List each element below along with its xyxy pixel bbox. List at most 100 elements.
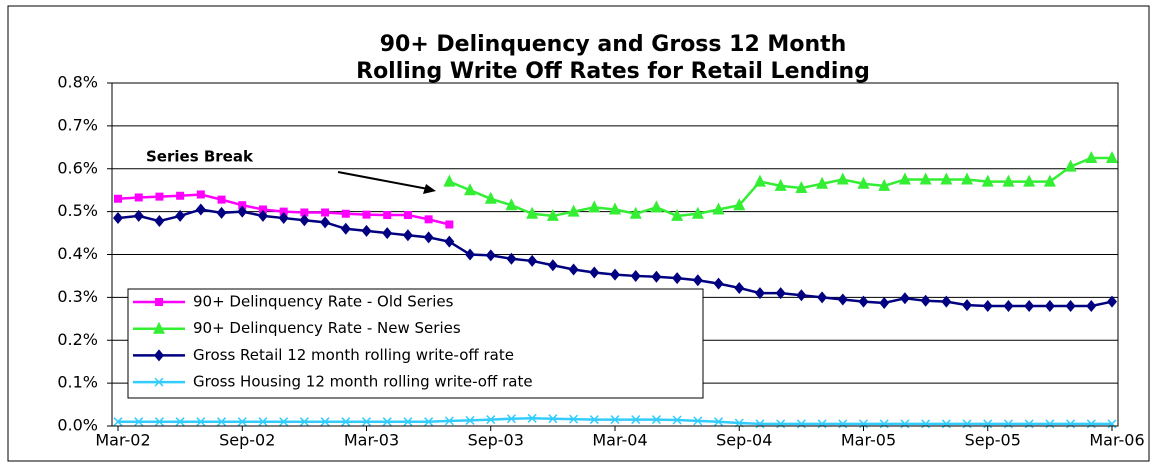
marker bbox=[1065, 299, 1076, 312]
marker bbox=[610, 415, 620, 425]
marker bbox=[631, 415, 641, 425]
marker bbox=[1023, 174, 1036, 187]
marker bbox=[1002, 174, 1015, 187]
marker bbox=[155, 192, 164, 201]
marker bbox=[962, 419, 972, 429]
marker bbox=[424, 417, 434, 427]
marker bbox=[983, 419, 993, 429]
marker bbox=[238, 201, 247, 210]
marker bbox=[630, 269, 641, 282]
marker bbox=[403, 417, 413, 427]
marker bbox=[796, 289, 807, 302]
marker bbox=[836, 172, 849, 185]
marker bbox=[879, 419, 889, 429]
marker bbox=[216, 206, 227, 219]
marker bbox=[588, 200, 601, 213]
marker bbox=[1003, 419, 1013, 429]
marker bbox=[713, 277, 724, 290]
marker bbox=[444, 235, 455, 248]
marker bbox=[114, 194, 122, 203]
marker bbox=[278, 212, 289, 225]
marker bbox=[795, 181, 808, 194]
marker bbox=[320, 417, 330, 427]
marker bbox=[217, 417, 227, 427]
marker bbox=[1003, 299, 1014, 312]
marker bbox=[753, 174, 766, 187]
marker bbox=[546, 208, 559, 221]
marker bbox=[921, 419, 931, 429]
marker bbox=[589, 266, 600, 279]
series-group bbox=[113, 203, 1117, 312]
marker bbox=[195, 203, 206, 216]
marker bbox=[1086, 299, 1097, 312]
marker bbox=[796, 419, 806, 429]
x-tick-label: Mar-06 bbox=[1089, 431, 1144, 450]
marker bbox=[981, 174, 994, 187]
annotation-arrowhead bbox=[423, 184, 436, 194]
marker bbox=[258, 417, 268, 427]
marker bbox=[900, 419, 910, 429]
marker bbox=[1064, 159, 1077, 172]
marker bbox=[113, 417, 123, 427]
marker bbox=[299, 214, 310, 227]
y-tick-label: 0.8% bbox=[57, 73, 98, 92]
marker bbox=[589, 415, 599, 425]
marker bbox=[341, 209, 350, 218]
marker bbox=[941, 419, 951, 429]
chart-title: Rolling Write Off Rates for Retail Lendi… bbox=[356, 59, 870, 84]
legend-label: Gross Housing 12 month rolling write-off… bbox=[193, 373, 533, 391]
x-tick-label: Sep-05 bbox=[965, 431, 1021, 450]
legend-label: 90+ Delinquency Rate - Old Series bbox=[193, 293, 454, 311]
marker bbox=[1066, 419, 1076, 429]
marker bbox=[486, 415, 496, 425]
marker bbox=[175, 417, 185, 427]
marker bbox=[424, 215, 433, 224]
y-tick-label: 0.2% bbox=[57, 330, 98, 349]
marker bbox=[341, 417, 351, 427]
marker bbox=[155, 298, 163, 306]
marker bbox=[879, 296, 890, 309]
marker bbox=[629, 206, 642, 219]
marker bbox=[1024, 419, 1034, 429]
marker bbox=[898, 172, 911, 185]
marker bbox=[754, 287, 765, 300]
marker bbox=[382, 417, 392, 427]
y-tick-label: 0.6% bbox=[57, 158, 98, 177]
marker bbox=[838, 419, 848, 429]
marker bbox=[569, 414, 579, 424]
marker bbox=[237, 205, 248, 218]
marker bbox=[237, 417, 247, 427]
chart-title: 90+ Delinquency and Gross 12 Month bbox=[380, 32, 847, 57]
marker bbox=[506, 252, 517, 265]
marker bbox=[817, 419, 827, 429]
marker bbox=[672, 272, 683, 285]
marker bbox=[464, 183, 477, 196]
marker bbox=[1045, 419, 1055, 429]
marker bbox=[154, 417, 164, 427]
marker bbox=[837, 293, 848, 306]
marker bbox=[133, 209, 144, 222]
marker bbox=[527, 413, 537, 423]
marker bbox=[134, 417, 144, 427]
marker bbox=[547, 259, 558, 272]
legend-label: 90+ Delinquency Rate - New Series bbox=[193, 319, 461, 337]
marker bbox=[526, 206, 539, 219]
marker bbox=[962, 299, 973, 312]
marker bbox=[196, 417, 206, 427]
marker bbox=[300, 208, 309, 217]
marker bbox=[776, 419, 786, 429]
marker bbox=[361, 224, 372, 237]
annotation-arrow bbox=[337, 171, 429, 190]
marker bbox=[113, 212, 123, 225]
marker bbox=[817, 291, 828, 304]
marker bbox=[382, 227, 393, 240]
marker bbox=[941, 295, 952, 308]
marker bbox=[402, 229, 413, 242]
marker bbox=[816, 176, 829, 189]
marker bbox=[257, 209, 268, 222]
marker bbox=[154, 215, 165, 228]
series-group bbox=[443, 151, 1118, 221]
marker bbox=[445, 220, 454, 229]
marker bbox=[961, 172, 974, 185]
x-tick-label: Sep-04 bbox=[716, 431, 772, 450]
